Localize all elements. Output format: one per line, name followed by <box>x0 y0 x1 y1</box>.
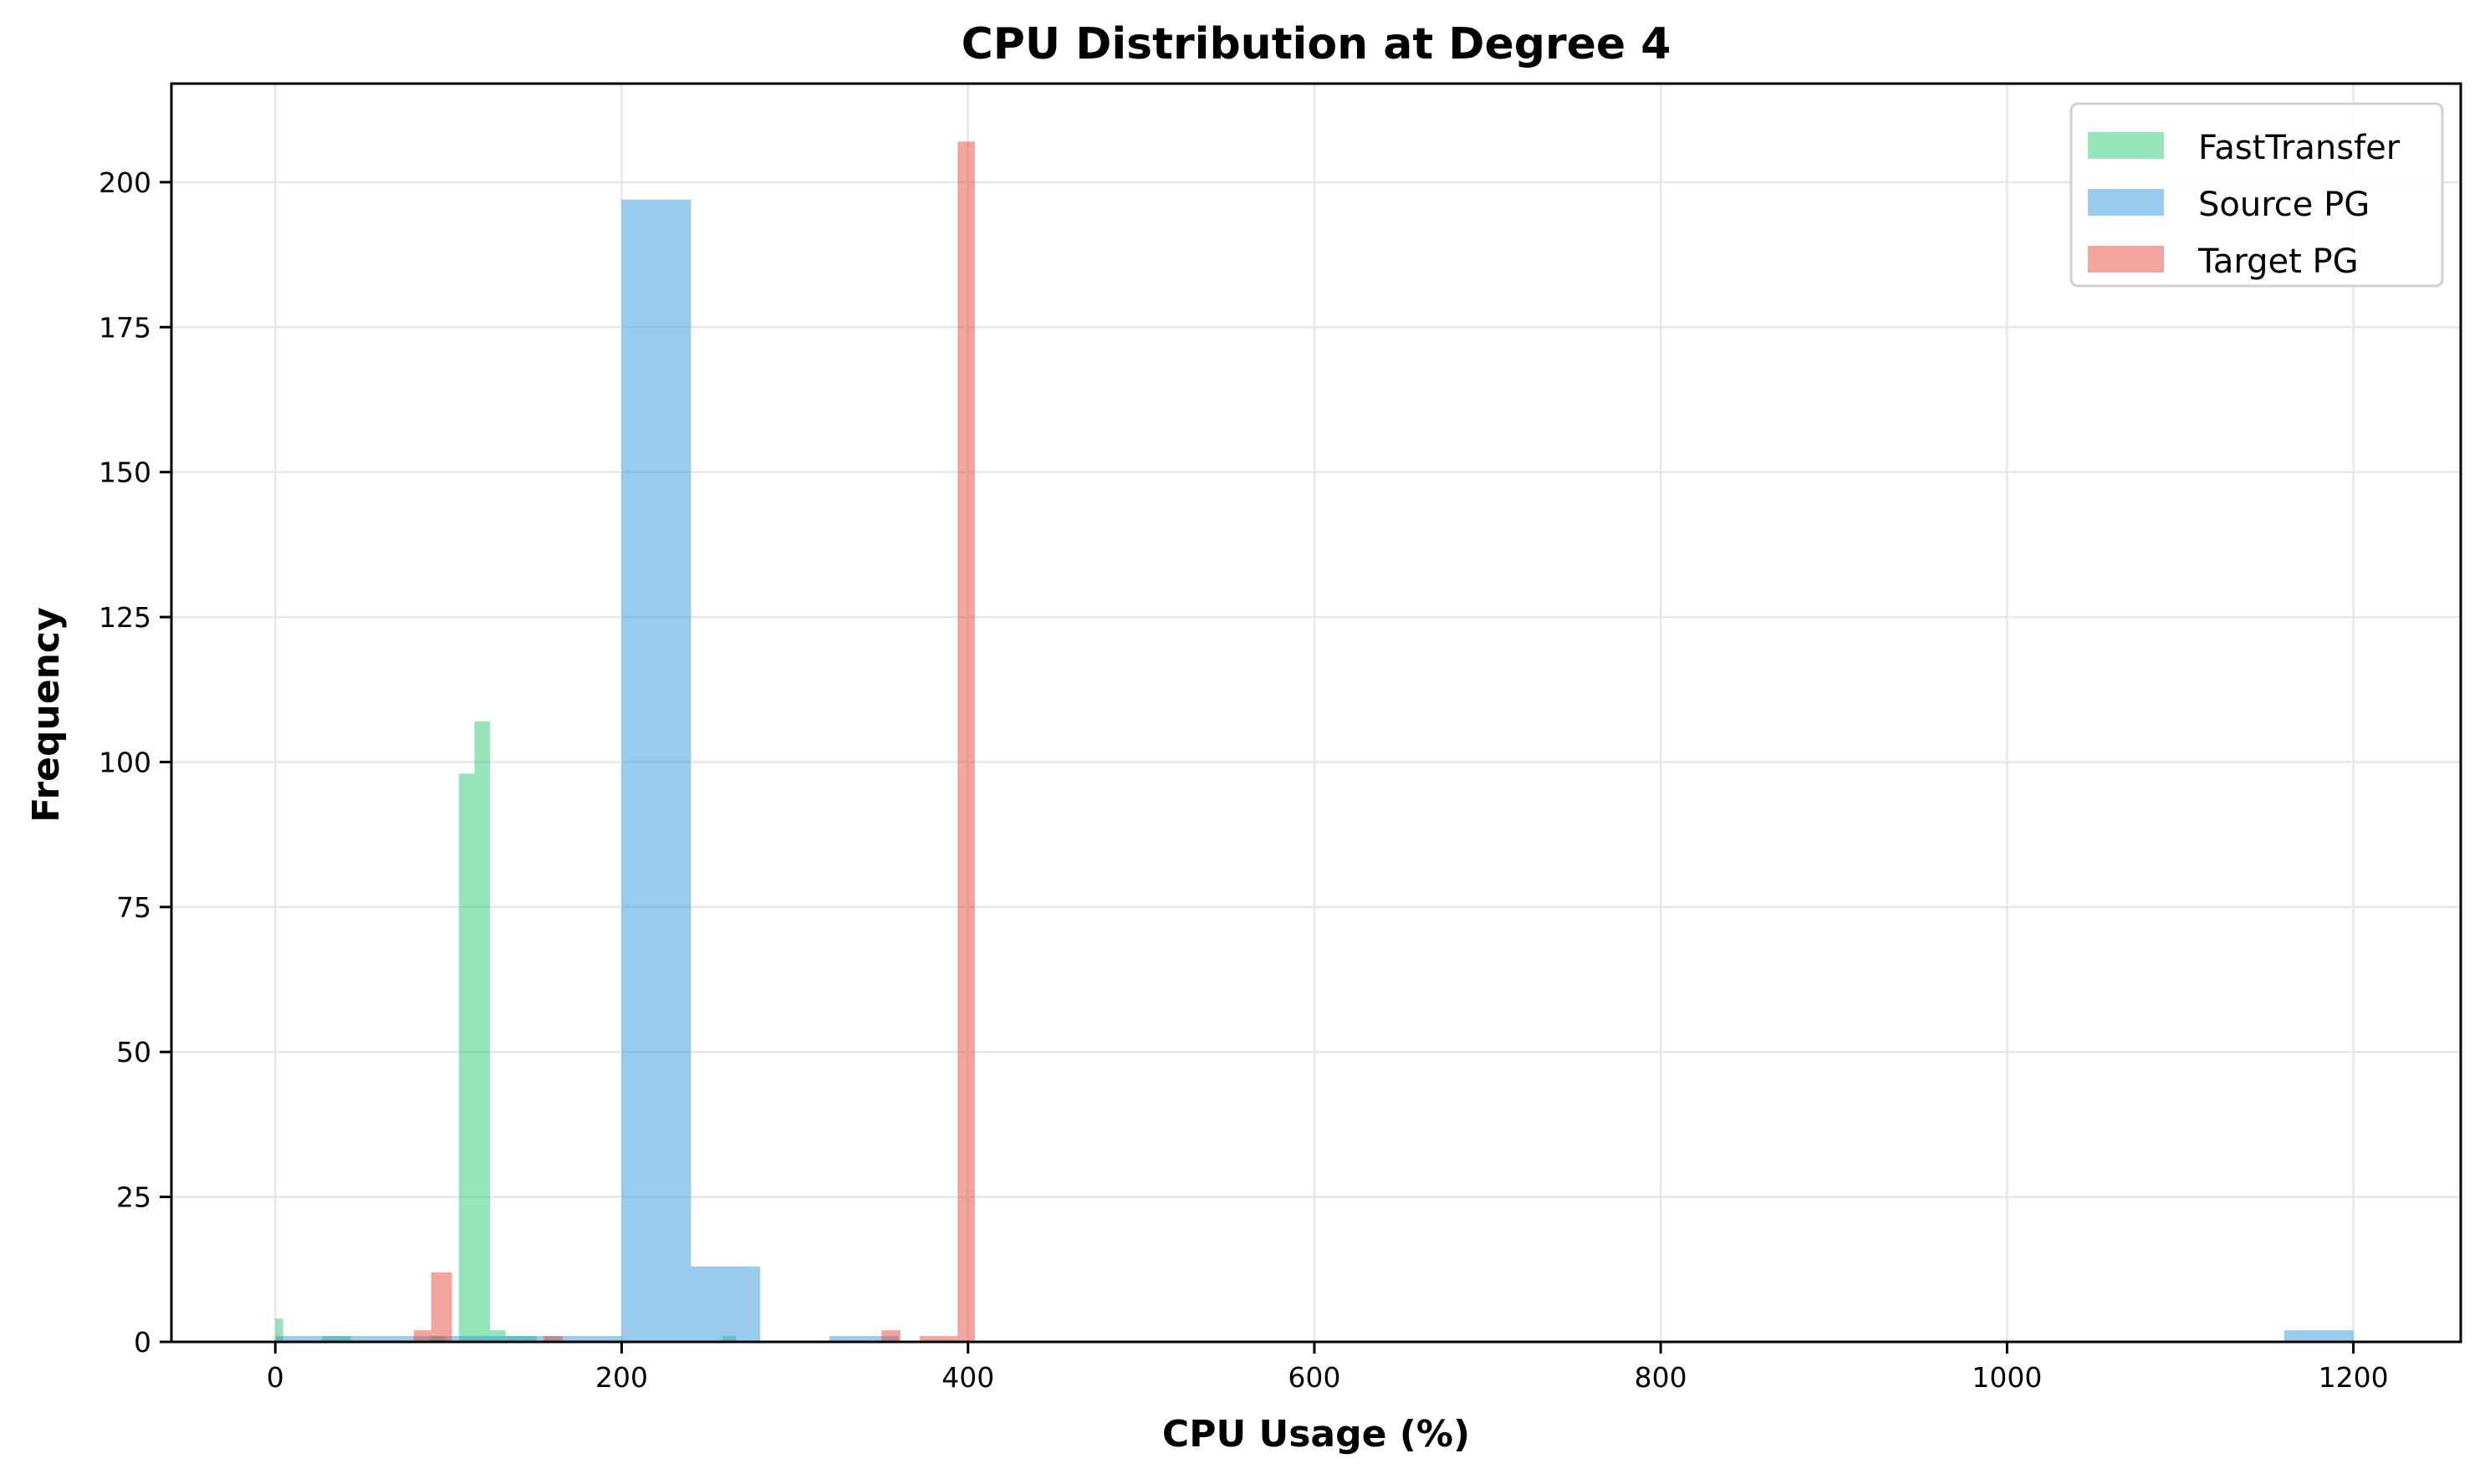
histogram-bar <box>829 1336 899 1342</box>
y-tick-label: 175 <box>99 311 151 344</box>
histogram-bar <box>919 1336 958 1342</box>
legend: FastTransfer Source PG Target PG <box>2069 102 2444 288</box>
histogram-bar <box>543 1336 564 1342</box>
legend-swatch <box>2088 189 2164 216</box>
y-tick-label: 125 <box>99 601 151 634</box>
x-tick-label: 800 <box>1635 1361 1687 1394</box>
histogram-bar <box>413 1330 431 1342</box>
chart-title: CPU Distribution at Degree 4 <box>962 19 1671 69</box>
histogram-bar <box>458 773 475 1342</box>
histogram-bar <box>2283 1330 2354 1342</box>
histogram-bar <box>344 1336 414 1342</box>
histogram-bar <box>474 721 491 1342</box>
axes: 0 200 400 600 800 1000 1200 0 25 50 75 100 125 150 175… <box>99 82 2462 1394</box>
series-source-pg <box>275 199 2354 1342</box>
series-target-pg <box>413 141 975 1342</box>
x-tick-label: 400 <box>941 1361 994 1394</box>
y-tick-label: 75 <box>116 891 151 924</box>
y-tick-label: 100 <box>99 746 151 778</box>
axes-frame <box>170 82 2462 1344</box>
histogram-bar <box>691 1266 761 1342</box>
histogram-bar <box>881 1330 901 1342</box>
x-tick-label: 200 <box>595 1361 648 1394</box>
histogram-bar <box>431 1272 452 1342</box>
histogram-bar <box>275 1318 283 1342</box>
y-tick-label: 0 <box>134 1326 151 1359</box>
legend-swatch <box>2088 132 2164 159</box>
x-tick-label: 1000 <box>1972 1361 2042 1394</box>
legend-label: FastTransfer <box>2198 129 2401 167</box>
y-tick-label: 25 <box>116 1181 151 1214</box>
histogram-bar <box>482 1336 553 1342</box>
histogram-bar <box>621 199 691 1342</box>
grid-lines <box>171 84 2461 1344</box>
histogram-bar <box>957 141 975 1342</box>
histogram-bars <box>275 141 2354 1342</box>
legend-label: Target PG <box>2197 242 2359 281</box>
x-tick-label: 600 <box>1288 1361 1340 1394</box>
y-tick-label: 50 <box>116 1036 151 1068</box>
x-axis-label: CPU Usage (%) <box>1162 1413 1470 1456</box>
histogram-bar <box>552 1336 622 1342</box>
histogram-bar <box>275 1336 345 1342</box>
x-tick-label: 0 <box>267 1361 284 1394</box>
legend-swatch <box>2088 246 2164 273</box>
legend-label: Source PG <box>2198 186 2370 224</box>
y-tick-label: 150 <box>99 456 151 489</box>
x-tick-label: 1200 <box>2319 1361 2389 1394</box>
y-axis-label: Frequency <box>25 607 68 823</box>
y-tick-label: 200 <box>99 166 151 199</box>
